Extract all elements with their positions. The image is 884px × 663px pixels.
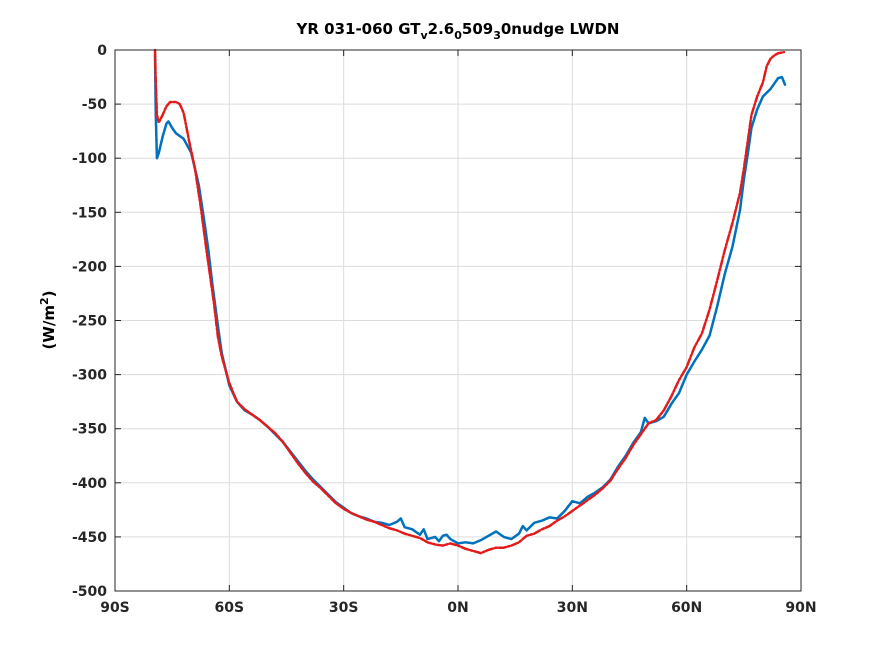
- y-tick-label: -100: [72, 151, 107, 167]
- y-tick-label: -250: [72, 314, 107, 330]
- y-tick-label: -50: [82, 97, 108, 113]
- y-tick-label: -350: [72, 422, 107, 438]
- x-tick-label: 60S: [215, 600, 245, 616]
- x-tick-label: 30S: [329, 600, 359, 616]
- series-line-2: [153, 48, 786, 555]
- y-tick-label: -500: [72, 584, 107, 600]
- y-tick-label: -450: [72, 530, 107, 546]
- y-tick-label: -150: [72, 205, 107, 221]
- x-tick-label: 60N: [671, 600, 702, 616]
- chart-title: YR 031-060 GTv2.6050930nudge LWDN: [296, 20, 620, 42]
- y-tick-label: 0: [97, 43, 107, 59]
- y-axis-label-superscript: 2: [38, 297, 51, 305]
- x-tick-label: 90N: [785, 600, 816, 616]
- title-subscript-3: 3: [493, 29, 501, 42]
- series-layer: [153, 48, 787, 555]
- y-tick-label: -300: [72, 368, 107, 384]
- x-tick-label: 0N: [447, 600, 468, 616]
- axis-ticks: 90S 60S 30S 0N 30N 60N 90N 0 -50 -100 -150 -200 -250…: [72, 43, 817, 616]
- x-tick-label: 90S: [100, 600, 130, 616]
- x-tick-label: 30N: [557, 600, 588, 616]
- y-tick-label: -400: [72, 476, 107, 492]
- y-axis-label: (W/m2): [38, 290, 58, 349]
- title-subscript-1: v: [421, 29, 429, 42]
- y-tick-label: -200: [72, 259, 107, 275]
- title-subscript-2: 0: [454, 29, 462, 42]
